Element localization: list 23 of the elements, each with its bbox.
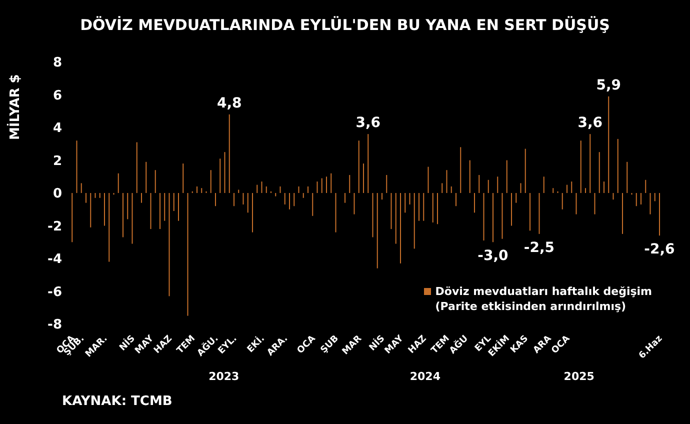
y-tick-label: -8	[48, 318, 62, 333]
data-label: -2,6	[644, 242, 675, 258]
y-tick-label: 2	[52, 154, 62, 169]
y-tick-label: -2	[48, 219, 62, 234]
data-label: -3,0	[478, 248, 509, 264]
y-axis-title: MİLYAR $	[8, 74, 23, 140]
y-tick-label: 8	[52, 56, 62, 71]
text: 2023	[208, 370, 240, 383]
legend-label: Döviz mevduatları haftalık değişim (Parite etkisinden arındırılmış)	[435, 284, 652, 314]
data-label: 3,6	[578, 115, 603, 132]
chart-title: DÖVİZ MEVDUATLARINDA EYLÜL'DEN BU YANA EN SERT DÜŞÜŞ	[79, 16, 611, 34]
data-label: 3,6	[356, 115, 381, 132]
data-label: 4,8	[216, 95, 242, 112]
y-tick-label: -4	[48, 252, 62, 268]
text: KAYNAK: TCMB	[62, 394, 172, 409]
y-tick-label: -6	[48, 284, 62, 300]
y-tick-label: 0	[52, 186, 62, 202]
data-label: -2,5	[524, 240, 555, 256]
y-tick-label: 4	[52, 121, 62, 136]
y-tick-label: 6	[52, 88, 62, 104]
data-label: 5,9	[596, 77, 622, 94]
text: 2025	[562, 370, 596, 383]
text: 2024	[408, 370, 442, 383]
